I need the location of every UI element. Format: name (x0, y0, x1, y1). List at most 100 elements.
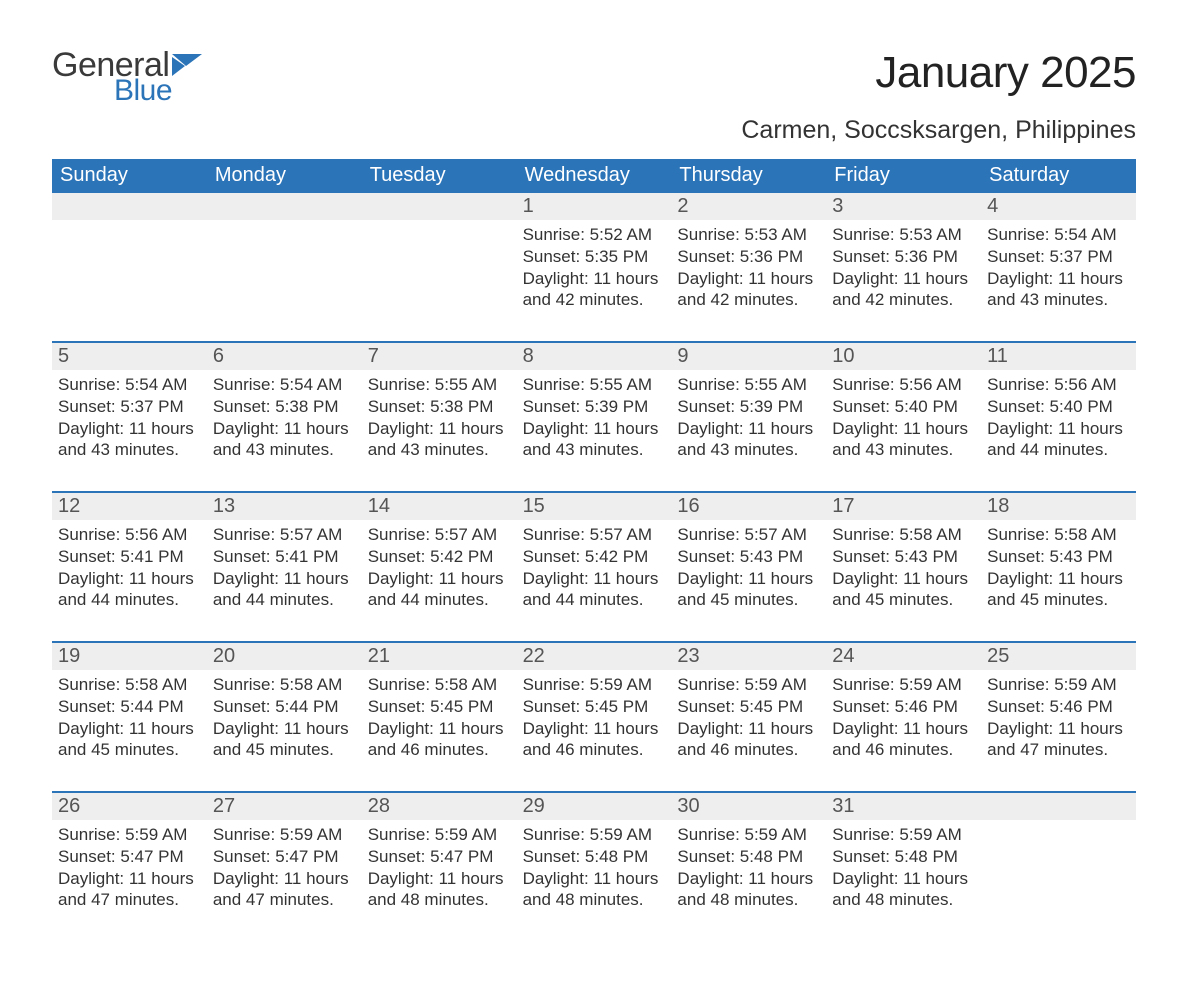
day-line: Daylight: 11 hours and 47 minutes. (58, 868, 201, 912)
day-line: Daylight: 11 hours and 47 minutes. (987, 718, 1130, 762)
location-text: Carmen, Soccsksargen, Philippines (741, 116, 1136, 145)
day-line: Sunrise: 5:54 AM (58, 374, 201, 396)
day-cell (981, 820, 1136, 941)
weekday-header: Friday (826, 159, 981, 193)
day-number: 6 (207, 343, 362, 370)
day-line: Sunrise: 5:57 AM (523, 524, 666, 546)
day-line: Sunset: 5:43 PM (677, 546, 820, 568)
weekday-header: Saturday (981, 159, 1136, 193)
day-cell: Sunrise: 5:55 AMSunset: 5:39 PMDaylight:… (671, 370, 826, 491)
daynum-row: 12131415161718 (52, 493, 1136, 520)
day-number: 9 (671, 343, 826, 370)
calendar-grid: SundayMondayTuesdayWednesdayThursdayFrid… (52, 159, 1136, 941)
calendar-week: 262728293031Sunrise: 5:59 AMSunset: 5:47… (52, 791, 1136, 941)
day-line: Daylight: 11 hours and 45 minutes. (213, 718, 356, 762)
day-cell: Sunrise: 5:53 AMSunset: 5:36 PMDaylight:… (826, 220, 981, 341)
day-line: Daylight: 11 hours and 42 minutes. (677, 268, 820, 312)
day-cell: Sunrise: 5:54 AMSunset: 5:37 PMDaylight:… (52, 370, 207, 491)
day-line: Sunrise: 5:58 AM (58, 674, 201, 696)
day-line: Sunrise: 5:59 AM (213, 824, 356, 846)
calendar-page: General Blue January 2025 Carmen, Soccsk… (0, 0, 1188, 981)
flag-icon (172, 54, 206, 80)
day-line: Sunrise: 5:54 AM (987, 224, 1130, 246)
day-line: Sunrise: 5:58 AM (832, 524, 975, 546)
day-cell: Sunrise: 5:54 AMSunset: 5:37 PMDaylight:… (981, 220, 1136, 341)
calendar-week: 12131415161718Sunrise: 5:56 AMSunset: 5:… (52, 491, 1136, 641)
day-cell: Sunrise: 5:59 AMSunset: 5:47 PMDaylight:… (52, 820, 207, 941)
day-cell: Sunrise: 5:52 AMSunset: 5:35 PMDaylight:… (517, 220, 672, 341)
day-line: Sunrise: 5:59 AM (58, 824, 201, 846)
daynum-row: 262728293031 (52, 793, 1136, 820)
day-line: Sunset: 5:45 PM (677, 696, 820, 718)
day-line: Sunrise: 5:59 AM (677, 674, 820, 696)
calendar-week: 1234Sunrise: 5:52 AMSunset: 5:35 PMDayli… (52, 193, 1136, 341)
day-number: 27 (207, 793, 362, 820)
day-cell: Sunrise: 5:57 AMSunset: 5:43 PMDaylight:… (671, 520, 826, 641)
day-line: Sunset: 5:46 PM (832, 696, 975, 718)
calendar-week: 19202122232425Sunrise: 5:58 AMSunset: 5:… (52, 641, 1136, 791)
day-line: Sunrise: 5:59 AM (987, 674, 1130, 696)
day-line: Sunrise: 5:57 AM (213, 524, 356, 546)
day-line: Sunrise: 5:57 AM (677, 524, 820, 546)
day-line: Sunrise: 5:59 AM (677, 824, 820, 846)
day-number (207, 193, 362, 220)
day-line: Sunset: 5:47 PM (368, 846, 511, 868)
weeks-container: 1234Sunrise: 5:52 AMSunset: 5:35 PMDayli… (52, 193, 1136, 941)
day-line: Daylight: 11 hours and 43 minutes. (213, 418, 356, 462)
day-line: Sunrise: 5:59 AM (523, 824, 666, 846)
day-cell: Sunrise: 5:55 AMSunset: 5:39 PMDaylight:… (517, 370, 672, 491)
day-number: 22 (517, 643, 672, 670)
day-cell: Sunrise: 5:59 AMSunset: 5:48 PMDaylight:… (826, 820, 981, 941)
day-line: Sunset: 5:44 PM (58, 696, 201, 718)
day-number: 31 (826, 793, 981, 820)
day-line: Sunrise: 5:57 AM (368, 524, 511, 546)
weekday-header: Thursday (671, 159, 826, 193)
day-line: Sunrise: 5:56 AM (987, 374, 1130, 396)
day-line: Sunset: 5:36 PM (832, 246, 975, 268)
day-cell: Sunrise: 5:58 AMSunset: 5:43 PMDaylight:… (981, 520, 1136, 641)
day-cell (207, 220, 362, 341)
day-number: 26 (52, 793, 207, 820)
day-line: Sunset: 5:48 PM (523, 846, 666, 868)
day-cell: Sunrise: 5:56 AMSunset: 5:40 PMDaylight:… (826, 370, 981, 491)
day-line: Daylight: 11 hours and 42 minutes. (832, 268, 975, 312)
day-cell: Sunrise: 5:59 AMSunset: 5:46 PMDaylight:… (981, 670, 1136, 791)
day-cell: Sunrise: 5:56 AMSunset: 5:41 PMDaylight:… (52, 520, 207, 641)
day-line: Sunrise: 5:55 AM (677, 374, 820, 396)
day-number: 17 (826, 493, 981, 520)
day-cell: Sunrise: 5:57 AMSunset: 5:41 PMDaylight:… (207, 520, 362, 641)
day-line: Daylight: 11 hours and 46 minutes. (677, 718, 820, 762)
day-line: Sunset: 5:39 PM (523, 396, 666, 418)
daynum-row: 1234 (52, 193, 1136, 220)
day-cell: Sunrise: 5:57 AMSunset: 5:42 PMDaylight:… (362, 520, 517, 641)
day-cell: Sunrise: 5:57 AMSunset: 5:42 PMDaylight:… (517, 520, 672, 641)
day-number: 21 (362, 643, 517, 670)
day-number: 10 (826, 343, 981, 370)
day-line: Sunset: 5:43 PM (987, 546, 1130, 568)
day-number: 30 (671, 793, 826, 820)
day-number: 16 (671, 493, 826, 520)
day-line: Daylight: 11 hours and 46 minutes. (523, 718, 666, 762)
day-cell: Sunrise: 5:59 AMSunset: 5:45 PMDaylight:… (517, 670, 672, 791)
day-cell: Sunrise: 5:58 AMSunset: 5:44 PMDaylight:… (52, 670, 207, 791)
day-line: Daylight: 11 hours and 48 minutes. (523, 868, 666, 912)
day-number: 7 (362, 343, 517, 370)
day-cell (362, 220, 517, 341)
day-cell: Sunrise: 5:58 AMSunset: 5:43 PMDaylight:… (826, 520, 981, 641)
day-line: Sunrise: 5:54 AM (213, 374, 356, 396)
daynum-row: 19202122232425 (52, 643, 1136, 670)
day-cell: Sunrise: 5:59 AMSunset: 5:48 PMDaylight:… (671, 820, 826, 941)
day-line: Daylight: 11 hours and 43 minutes. (368, 418, 511, 462)
day-line: Daylight: 11 hours and 48 minutes. (368, 868, 511, 912)
day-line: Daylight: 11 hours and 44 minutes. (523, 568, 666, 612)
day-number: 15 (517, 493, 672, 520)
day-line: Sunrise: 5:55 AM (523, 374, 666, 396)
day-line: Sunset: 5:43 PM (832, 546, 975, 568)
day-line: Sunset: 5:48 PM (677, 846, 820, 868)
day-line: Sunrise: 5:58 AM (213, 674, 356, 696)
day-line: Sunrise: 5:59 AM (832, 824, 975, 846)
weekday-header: Sunday (52, 159, 207, 193)
day-line: Sunset: 5:47 PM (58, 846, 201, 868)
day-line: Sunrise: 5:59 AM (832, 674, 975, 696)
day-line: Daylight: 11 hours and 44 minutes. (987, 418, 1130, 462)
